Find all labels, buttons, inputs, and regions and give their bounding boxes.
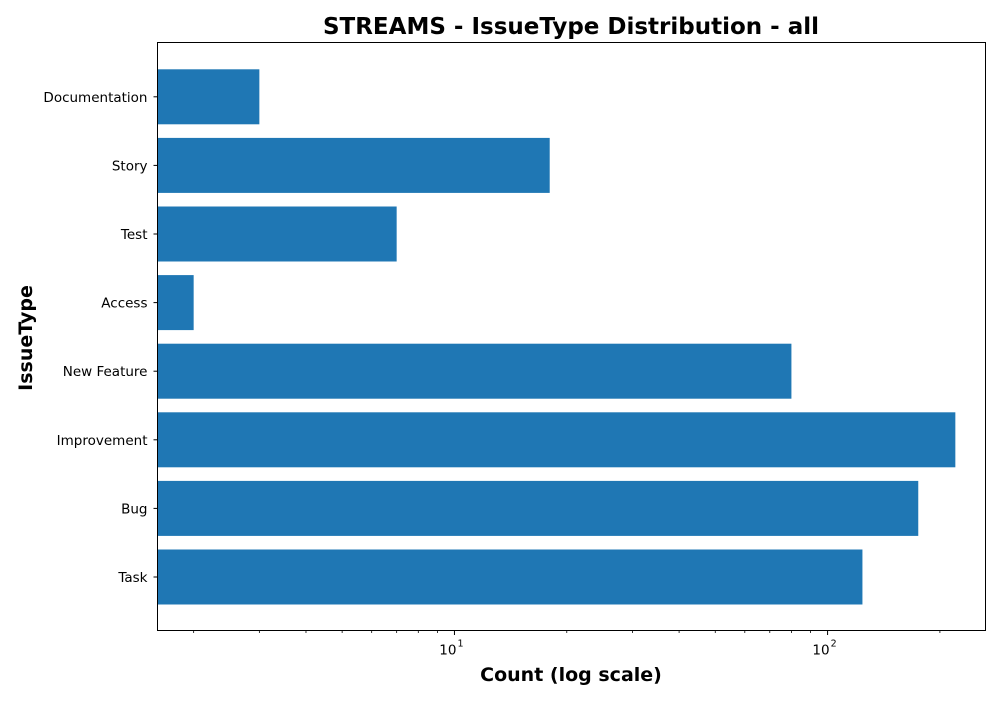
bar-access bbox=[157, 275, 194, 331]
y-tick-label-story: Story bbox=[112, 158, 148, 174]
y-tick-label-access: Access bbox=[101, 296, 147, 312]
x-tick-label-base: 10 bbox=[812, 643, 829, 659]
y-tick-label-test: Test bbox=[120, 227, 148, 243]
plot-frame bbox=[157, 42, 986, 631]
y-axis-ticks: Task Bug Improvement New Feature Access Test S… bbox=[43, 90, 158, 586]
bar-bug bbox=[157, 480, 919, 536]
x-axis-ticks: 10 1 10 2 bbox=[193, 630, 941, 659]
x-tick-label: 10 1 bbox=[439, 639, 463, 659]
bar-new-feature bbox=[157, 343, 792, 399]
y-tick-label-improvement: Improvement bbox=[57, 433, 148, 449]
bar-documentation bbox=[157, 69, 260, 125]
y-axis-label: IssueType bbox=[15, 285, 37, 391]
x-tick-label-base: 10 bbox=[439, 643, 456, 659]
chart-title: STREAMS - IssueType Distribution - all bbox=[323, 14, 819, 40]
bar-story bbox=[157, 137, 550, 193]
y-tick-label-task: Task bbox=[117, 570, 147, 586]
bar-test bbox=[157, 206, 397, 262]
bar-improvement bbox=[157, 412, 956, 468]
x-axis-label: Count (log scale) bbox=[480, 664, 662, 686]
x-tick-label: 10 2 bbox=[812, 639, 836, 659]
bar-task bbox=[157, 549, 863, 605]
x-tick-label-exponent: 2 bbox=[831, 639, 837, 650]
y-tick-label-bug: Bug bbox=[121, 501, 147, 517]
y-tick-label-new-feature: New Feature bbox=[63, 364, 148, 380]
y-tick-label-documentation: Documentation bbox=[43, 90, 147, 106]
x-tick-label-exponent: 1 bbox=[457, 639, 463, 650]
bars-layer bbox=[157, 69, 956, 605]
